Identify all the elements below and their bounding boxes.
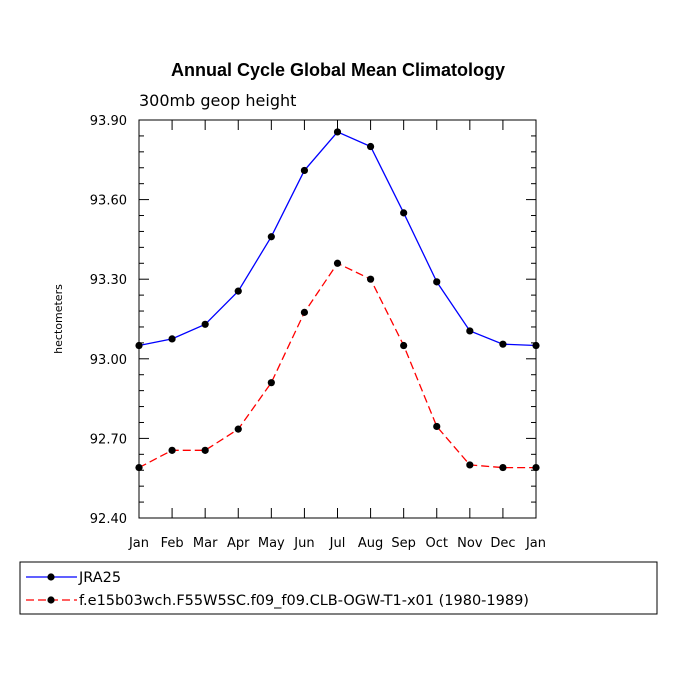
- series-2-point: [168, 446, 176, 454]
- series-2-point: [333, 259, 342, 267]
- chart-subtitle: 300mb geop height: [139, 91, 296, 110]
- legend-marker-2: [47, 596, 55, 604]
- y-tick-label: 93.00: [90, 353, 127, 368]
- y-tick-label: 93.30: [90, 273, 127, 288]
- x-tick-label: Feb: [161, 536, 184, 551]
- series-2-point: [433, 422, 441, 431]
- series-1-point: [300, 166, 309, 175]
- series-1-point: [267, 233, 275, 241]
- legend-box: [19, 561, 658, 615]
- y-tick-label: 92.70: [90, 432, 127, 447]
- legend-label-1: JRA25: [78, 570, 121, 586]
- plot-area: [135, 128, 540, 472]
- x-tick-label: Apr: [227, 536, 250, 551]
- series-2-point: [201, 446, 209, 454]
- series-1-point: [499, 340, 507, 348]
- y-tick-label: 92.40: [90, 512, 127, 527]
- y-axis-label: hectometers: [52, 284, 65, 354]
- x-tick-label: Dec: [490, 536, 515, 551]
- x-tick-label: Jan: [525, 536, 546, 551]
- series-1-point: [400, 209, 408, 217]
- series-1-point: [168, 335, 176, 343]
- legend-label-2: f.e15b03wch.F55W5SC.f09_f09.CLB-OGW-T1-x…: [79, 593, 529, 609]
- series-1-point: [532, 341, 540, 350]
- series-2-point: [466, 461, 474, 469]
- series-2-point: [532, 463, 540, 472]
- series-1-point: [135, 341, 143, 350]
- y-tick-label: 93.90: [90, 114, 127, 129]
- series-1-point: [466, 327, 474, 335]
- series-1-point: [234, 287, 242, 295]
- plot-frame: [138, 119, 537, 519]
- series-2-point: [267, 379, 275, 387]
- legend: JRA25 f.e15b03wch.F55W5SC.f09_f09.CLB-OGW…: [19, 561, 658, 615]
- x-tick-label: Oct: [426, 536, 448, 551]
- x-tick-label: Jan: [128, 536, 149, 551]
- x-tick-label: Mar: [193, 536, 218, 551]
- x-tick-label: Jul: [329, 536, 346, 551]
- series-2-point: [234, 425, 242, 433]
- x-tick-label: Nov: [457, 536, 483, 551]
- series-2-point: [135, 463, 143, 472]
- x-tick-label: Sep: [391, 536, 416, 551]
- axes: Jan Feb Mar Apr May Jun Jul Aug Sep Oct Nov Dec Jan9…: [90, 114, 546, 551]
- series-2-point: [400, 341, 408, 350]
- x-tick-label: May: [258, 536, 285, 551]
- x-tick-label: Aug: [358, 536, 383, 551]
- series-line-1: [138, 131, 537, 347]
- series-2-point: [366, 275, 375, 283]
- chart-title: Annual Cycle Global Mean Climatology: [171, 60, 505, 80]
- series-1-point: [201, 320, 209, 328]
- x-tick-label: Jun: [293, 536, 314, 551]
- series-2-point: [499, 463, 507, 472]
- legend-marker-1: [47, 573, 55, 581]
- series-2-point: [300, 308, 309, 316]
- y-tick-label: 93.60: [90, 194, 127, 209]
- series-1-point: [366, 142, 375, 151]
- series-1-point: [333, 128, 342, 136]
- series-1-point: [433, 278, 441, 286]
- series-line-2: [138, 262, 536, 469]
